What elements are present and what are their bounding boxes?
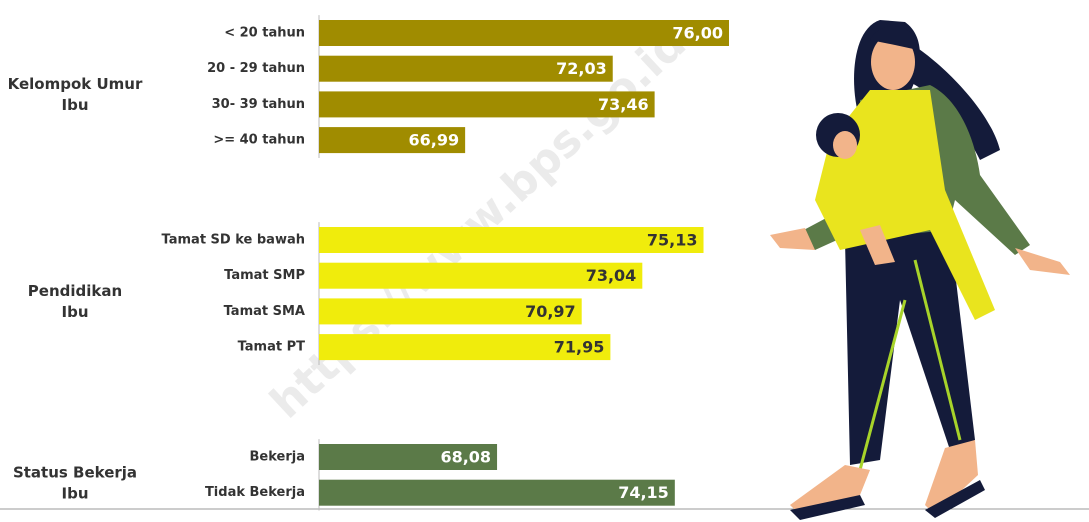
category-label: Tamat SMA bbox=[224, 304, 305, 319]
category-label: 20 - 29 tahun bbox=[207, 61, 305, 76]
value-label: 72,03 bbox=[556, 59, 607, 78]
illustration bbox=[770, 20, 1070, 520]
value-label: 76,00 bbox=[672, 24, 723, 43]
value-label: 70,97 bbox=[525, 302, 576, 321]
value-label: 73,04 bbox=[586, 266, 637, 285]
bar bbox=[319, 20, 729, 46]
category-label: Tamat SMP bbox=[224, 268, 305, 283]
category-label: Bekerja bbox=[250, 450, 305, 465]
category-label: < 20 tahun bbox=[224, 26, 305, 41]
category-label: >= 40 tahun bbox=[213, 133, 305, 148]
value-label: 75,13 bbox=[647, 231, 698, 250]
value-label: 71,95 bbox=[554, 338, 605, 357]
value-label: 73,46 bbox=[598, 95, 649, 114]
bar bbox=[319, 227, 704, 253]
value-label: 68,08 bbox=[440, 448, 491, 467]
value-label: 66,99 bbox=[409, 131, 460, 150]
category-label: Tamat SD ke bawah bbox=[162, 233, 305, 248]
category-label: 30- 39 tahun bbox=[212, 97, 305, 112]
category-label: Tidak Bekerja bbox=[205, 485, 305, 500]
category-label: Tamat PT bbox=[238, 340, 306, 355]
chart: https://www.bps.go.id Kelompok UmurIbu< … bbox=[0, 0, 1089, 522]
value-label: 74,15 bbox=[618, 483, 669, 502]
